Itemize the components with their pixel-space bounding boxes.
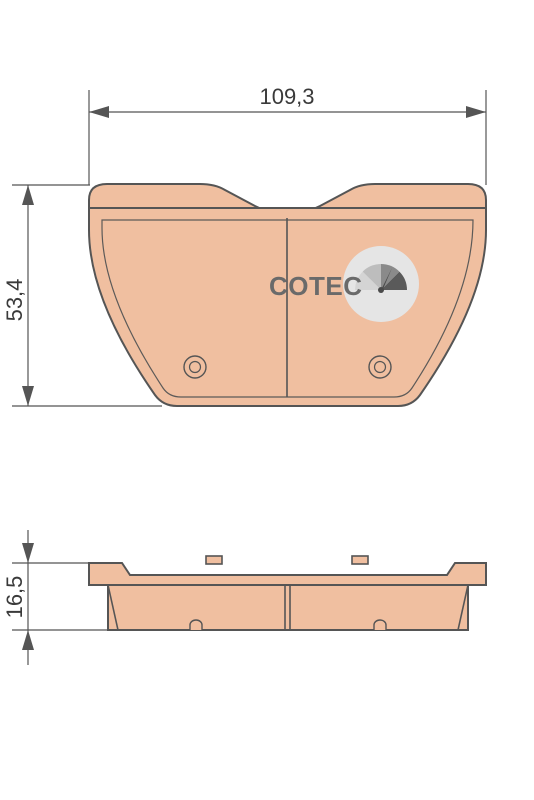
dim-height-label: 53,4	[2, 279, 27, 322]
dim-width: 109,3	[89, 84, 486, 185]
side-pin-left	[206, 556, 222, 564]
side-pin-right	[352, 556, 368, 564]
side-backplate	[89, 563, 486, 585]
side-rivet-right	[374, 620, 386, 630]
brake-pad-diagram: COTEC 109,3 53,4	[0, 0, 534, 800]
side-rivet-left	[190, 620, 202, 630]
dim-thickness-label: 16,5	[2, 576, 27, 619]
front-view: COTEC	[89, 184, 486, 406]
side-view	[89, 556, 486, 630]
brand-label: COTEC	[269, 271, 363, 301]
dim-thickness: 16,5	[2, 530, 108, 665]
dim-width-label: 109,3	[259, 84, 314, 109]
side-friction-block	[108, 585, 468, 630]
